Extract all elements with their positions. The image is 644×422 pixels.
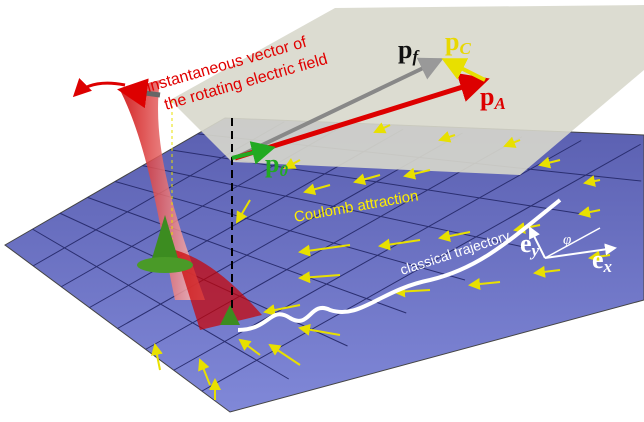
field-arrow [235, 199, 251, 224]
grid-line [173, 140, 582, 371]
field-funnel [120, 80, 205, 300]
field-arrow [578, 206, 601, 218]
subscript: C [459, 39, 471, 58]
symbol: p [265, 149, 279, 178]
field-arrow [373, 122, 391, 134]
subscript: 0 [279, 161, 288, 180]
vector-label: pC [445, 27, 471, 58]
field-arrow [298, 323, 341, 336]
field-wave [175, 250, 262, 330]
field-arrow [583, 175, 601, 187]
field-arrow [151, 343, 163, 371]
field-arrow [283, 158, 301, 169]
symbol: p [480, 82, 494, 111]
field-arrow [403, 167, 431, 180]
field-arrow [438, 230, 471, 242]
subscript: f [412, 47, 420, 66]
field-arrow [438, 131, 456, 143]
axis-ex [544, 243, 617, 259]
cone-base [137, 257, 193, 273]
field-arrow [468, 278, 501, 290]
field-vector [117, 78, 161, 109]
symbol: e [520, 229, 532, 258]
subscript: x [603, 257, 613, 276]
field-arrow [263, 304, 301, 316]
field-arrow [378, 238, 421, 251]
vector-label: pA [480, 82, 506, 113]
trajectory [237, 198, 562, 332]
cone [220, 305, 240, 325]
subscript: y [530, 241, 540, 260]
field-arrow [393, 285, 431, 298]
symbol: e [592, 245, 604, 274]
symbol: p [445, 27, 459, 56]
vector-pa [234, 73, 490, 161]
vector-pc [441, 58, 486, 82]
vector-label: p0 [265, 149, 288, 180]
field-arrow [298, 271, 341, 284]
field-arrow [198, 358, 211, 386]
symbol: p [398, 35, 412, 64]
axis-ey [529, 226, 546, 259]
field-arrows [151, 122, 611, 400]
subscript: A [493, 94, 505, 113]
field-arrow [588, 250, 611, 263]
vector-p0 [231, 141, 276, 165]
field-arrow [268, 343, 301, 366]
axis-angle-line [544, 227, 601, 259]
field-arrow [238, 338, 261, 356]
field-arrow [353, 173, 381, 186]
field-arrow [298, 244, 351, 257]
field-arrow [503, 136, 521, 148]
rotation-arrow [72, 78, 126, 98]
field-arrow [303, 183, 331, 196]
angle-label: φ [563, 232, 571, 248]
vector-label: pf [398, 35, 420, 66]
field-arrow [538, 156, 561, 169]
cone [150, 215, 180, 265]
field-arrow [533, 265, 561, 278]
axis-label: ey [520, 229, 540, 260]
axis-label: ex [592, 245, 613, 276]
